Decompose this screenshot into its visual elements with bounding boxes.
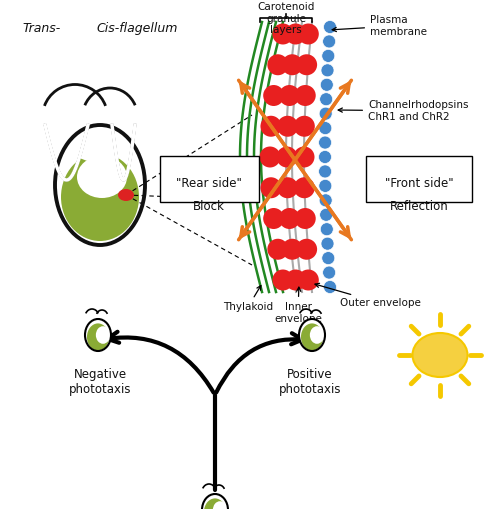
Circle shape (324, 20, 336, 34)
Text: "Rear side": "Rear side" (176, 177, 242, 189)
Circle shape (321, 64, 334, 77)
Circle shape (285, 269, 306, 291)
Circle shape (279, 85, 300, 106)
Circle shape (320, 93, 332, 106)
Circle shape (320, 208, 332, 221)
Text: Channelrhodopsins
ChR1 and ChR2: Channelrhodopsins ChR1 and ChR2 (338, 100, 468, 122)
Ellipse shape (85, 319, 111, 351)
Ellipse shape (202, 494, 228, 509)
Circle shape (263, 85, 284, 106)
Circle shape (318, 136, 332, 149)
Circle shape (294, 177, 315, 198)
Ellipse shape (87, 323, 109, 351)
Circle shape (260, 147, 280, 167)
Circle shape (294, 85, 316, 106)
Circle shape (298, 269, 319, 291)
Text: Reflection: Reflection (390, 200, 448, 213)
Circle shape (296, 239, 317, 260)
Circle shape (319, 179, 332, 192)
Circle shape (322, 35, 336, 48)
Circle shape (276, 147, 297, 167)
Circle shape (294, 147, 314, 167)
Circle shape (282, 54, 302, 75)
Ellipse shape (213, 501, 227, 509)
Circle shape (272, 269, 293, 291)
Ellipse shape (96, 326, 110, 344)
Circle shape (322, 49, 335, 63)
Circle shape (272, 23, 293, 44)
Circle shape (318, 151, 332, 163)
Text: Thylakoid: Thylakoid (223, 286, 273, 312)
Circle shape (282, 239, 302, 260)
Text: Negative
phototaxis: Negative phototaxis (69, 368, 131, 396)
Text: Outer envelope: Outer envelope (315, 284, 421, 308)
Circle shape (322, 266, 336, 279)
Text: Plasma
membrane: Plasma membrane (332, 15, 427, 37)
Circle shape (268, 239, 288, 260)
FancyBboxPatch shape (160, 156, 259, 202)
Text: Block: Block (193, 200, 225, 213)
Circle shape (268, 54, 288, 75)
Circle shape (322, 251, 335, 265)
Ellipse shape (301, 323, 323, 351)
Circle shape (318, 165, 332, 178)
Circle shape (321, 237, 334, 250)
Ellipse shape (412, 333, 468, 377)
Circle shape (260, 177, 281, 198)
Circle shape (277, 177, 298, 198)
Ellipse shape (77, 156, 127, 198)
Text: "Front side": "Front side" (384, 177, 454, 189)
Circle shape (296, 54, 317, 75)
Text: Positive
phototaxis: Positive phototaxis (279, 368, 341, 396)
Ellipse shape (70, 127, 130, 162)
FancyBboxPatch shape (366, 156, 472, 202)
Circle shape (260, 116, 281, 137)
Ellipse shape (204, 498, 226, 509)
Circle shape (263, 208, 284, 229)
Circle shape (277, 116, 298, 137)
Ellipse shape (118, 189, 134, 201)
Circle shape (294, 208, 316, 229)
Circle shape (294, 116, 315, 137)
Circle shape (320, 223, 334, 236)
Circle shape (319, 107, 332, 120)
Circle shape (285, 23, 306, 44)
Text: Carotenoid
granule
layers: Carotenoid granule layers (258, 2, 314, 35)
Circle shape (324, 280, 336, 294)
Ellipse shape (55, 125, 145, 245)
Circle shape (279, 208, 300, 229)
Circle shape (319, 194, 332, 207)
Ellipse shape (61, 153, 139, 241)
Text: Trans-: Trans- (23, 22, 61, 35)
Circle shape (319, 122, 332, 134)
Text: Inner
envelope: Inner envelope (274, 287, 322, 324)
Circle shape (298, 23, 319, 44)
Ellipse shape (299, 319, 325, 351)
Ellipse shape (310, 326, 324, 344)
Text: Cis-flagellum: Cis-flagellum (96, 22, 178, 35)
Circle shape (320, 78, 334, 91)
